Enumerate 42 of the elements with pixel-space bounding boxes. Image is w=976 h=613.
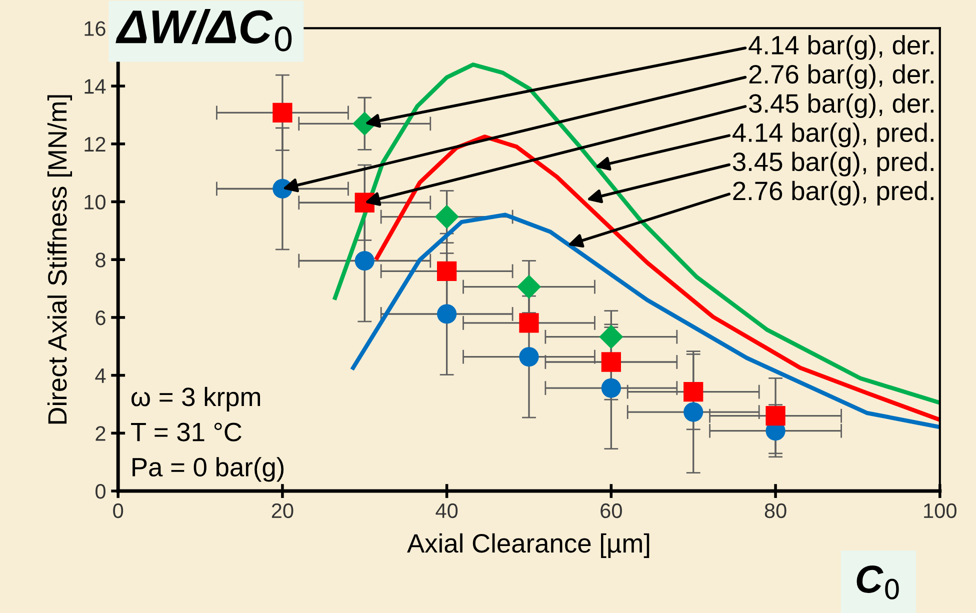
x-tick-label: 40	[436, 503, 458, 518]
annotation: 2.76 bar(g), der.	[749, 64, 934, 89]
y-tick-label: 2	[96, 426, 106, 441]
x-tick-label: 100	[924, 503, 956, 518]
point	[766, 406, 786, 426]
point	[516, 274, 542, 299]
y-tick-label: 0	[96, 484, 106, 499]
line-series	[332, 62, 940, 405]
point	[519, 313, 539, 333]
point	[272, 102, 292, 122]
line-series	[351, 212, 940, 430]
y-tick-label: 4	[95, 368, 106, 383]
x-tick-label: 80	[764, 503, 786, 518]
x-tick-label: 0	[113, 503, 124, 518]
annotation: 2.76 bar(g), pred.	[733, 180, 934, 206]
annotation: ΔW/ΔC$_{0}$	[116, 8, 292, 52]
y-axis-title: Direct Axial Stiffness [MN/m]	[47, 95, 72, 424]
annotation: 3.45 bar(g), pred.	[732, 152, 934, 176]
x-tick-label: 60	[600, 503, 622, 518]
annotation: 3.45 bar(g), der.	[749, 93, 934, 118]
x-tick-label: 20	[272, 503, 294, 518]
y-tick-label: 8	[96, 252, 106, 268]
point	[601, 352, 621, 372]
text: C$_{0}$	[856, 565, 899, 600]
y-tick-label: 10	[84, 194, 106, 210]
point	[354, 250, 374, 271]
point	[599, 324, 624, 349]
x-axis-title: Axial Clearance [µm]	[407, 533, 650, 558]
y-tick-label: 16	[84, 21, 106, 36]
point	[436, 304, 457, 324]
y-tick-label: 14	[84, 79, 106, 94]
point	[436, 261, 457, 281]
point	[601, 378, 621, 398]
point	[519, 346, 539, 367]
annotation: 4.14 bar(g), pred.	[732, 122, 934, 148]
point	[684, 402, 704, 422]
y-tick-label: 12	[84, 136, 106, 152]
point	[434, 204, 459, 229]
annotation: ω = 3 krpm T = 31 °C Pa = 0 bar(g)	[131, 386, 284, 482]
annotation: 4.14 bar(g), der.	[748, 35, 934, 60]
point	[684, 382, 704, 402]
y-tick-label: 6	[96, 310, 106, 326]
